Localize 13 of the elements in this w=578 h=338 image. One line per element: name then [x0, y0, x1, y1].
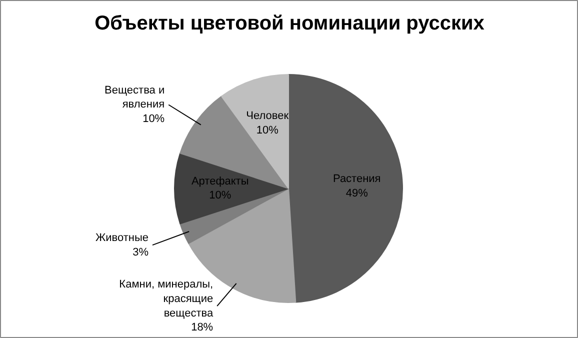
data-label: 18%: [191, 322, 214, 334]
slice-label: Камни, минералы, красящие вещества: [119, 278, 214, 320]
slice-label: Растения: [332, 173, 381, 186]
slice-label: Вещества и явления: [104, 84, 165, 111]
slice-label: Человек: [246, 110, 289, 122]
data-label: 10%: [209, 190, 232, 202]
slice-label: Животные: [95, 232, 148, 244]
data-label: 10%: [142, 113, 165, 126]
slice-label: Артефакты: [191, 175, 249, 188]
data-label: 49%: [346, 188, 368, 200]
chart-title: Объекты цветовой номинации русских: [94, 12, 484, 34]
data-label: 10%: [256, 124, 279, 137]
data-label: 3%: [132, 246, 149, 258]
